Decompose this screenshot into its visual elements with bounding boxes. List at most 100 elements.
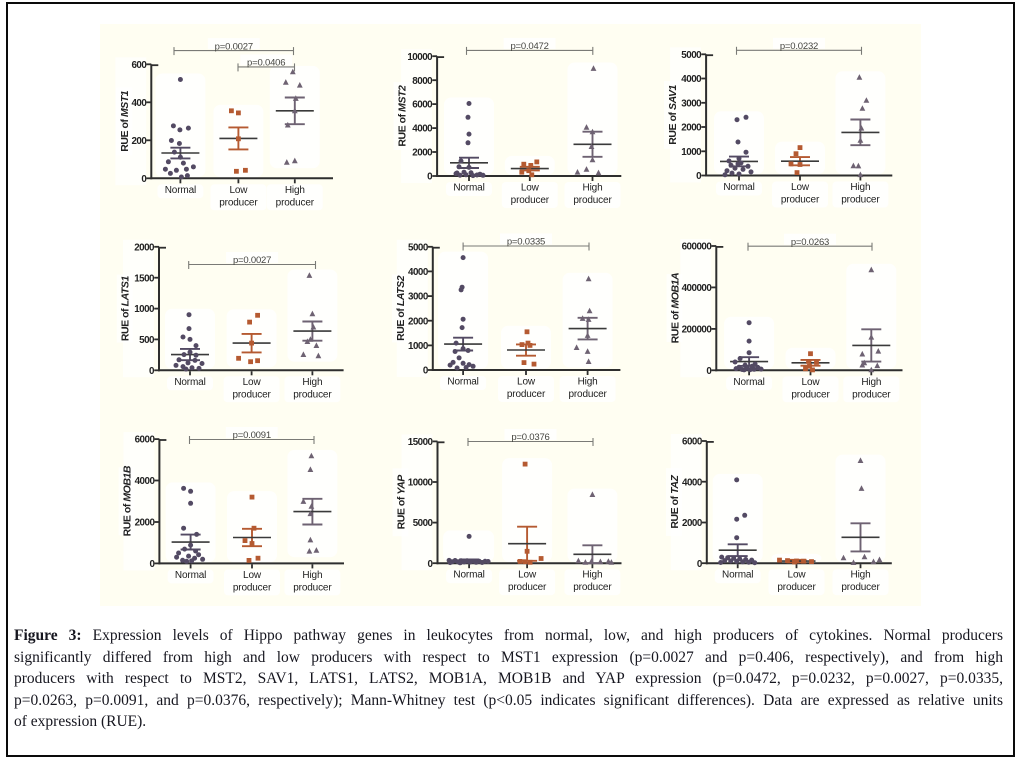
svg-text:Low: Low (802, 377, 821, 388)
svg-text:Low: Low (243, 377, 262, 388)
svg-text:p=0.0406: p=0.0406 (247, 58, 285, 69)
svg-text:400000: 400000 (682, 283, 713, 294)
svg-text:producer: producer (573, 195, 612, 206)
svg-text:Low: Low (229, 185, 248, 196)
svg-text:producer: producer (841, 195, 880, 206)
svg-text:0: 0 (428, 559, 434, 570)
svg-text:High: High (578, 377, 598, 388)
svg-text:Normal: Normal (722, 570, 753, 581)
svg-text:Normal: Normal (165, 185, 196, 196)
svg-text:Low: Low (518, 570, 537, 581)
svg-text:producer: producer (293, 582, 332, 593)
svg-text:1000: 1000 (134, 304, 155, 315)
svg-text:producer: producer (568, 389, 607, 400)
svg-text:Normal: Normal (453, 570, 484, 581)
svg-text:3000: 3000 (681, 98, 702, 109)
svg-text:10000: 10000 (408, 478, 434, 489)
svg-text:0: 0 (706, 366, 712, 377)
svg-text:3000: 3000 (408, 292, 429, 303)
svg-text:Low: Low (788, 570, 807, 581)
svg-text:1000: 1000 (408, 341, 429, 352)
svg-text:4000: 4000 (682, 477, 703, 488)
svg-text:6000: 6000 (412, 100, 433, 111)
svg-text:High: High (861, 377, 881, 388)
svg-text:producer: producer (293, 389, 332, 400)
svg-text:High: High (850, 182, 870, 193)
svg-text:5000: 5000 (408, 242, 429, 253)
svg-text:15000: 15000 (408, 437, 434, 448)
svg-text:400: 400 (131, 98, 147, 109)
svg-text:RUE of YAP: RUE of YAP (396, 474, 408, 530)
svg-text:RUE of MOB1A: RUE of MOB1A (670, 273, 682, 343)
svg-text:1500: 1500 (134, 273, 155, 284)
svg-text:High: High (302, 377, 322, 388)
svg-text:RUE of MOB1B: RUE of MOB1B (122, 465, 134, 536)
svg-text:p=0.0263: p=0.0263 (791, 237, 829, 248)
svg-text:producer: producer (276, 197, 315, 208)
svg-text:producer: producer (573, 582, 612, 593)
svg-text:p=0.0376: p=0.0376 (511, 432, 549, 443)
svg-text:High: High (285, 185, 305, 196)
svg-text:6000: 6000 (682, 437, 703, 448)
svg-text:5000: 5000 (413, 518, 434, 529)
svg-text:0: 0 (423, 366, 429, 377)
svg-text:8000: 8000 (412, 76, 433, 87)
svg-text:600000: 600000 (682, 242, 713, 253)
svg-text:Normal: Normal (447, 377, 478, 388)
svg-text:High: High (582, 570, 602, 581)
svg-text:producer: producer (232, 389, 271, 400)
svg-text:Normal: Normal (723, 182, 754, 193)
svg-text:0: 0 (141, 174, 147, 185)
svg-text:2000: 2000 (408, 316, 429, 327)
svg-text:RUE of LATS2: RUE of LATS2 (395, 275, 407, 341)
svg-text:4000: 4000 (681, 74, 702, 85)
svg-text:1000: 1000 (681, 147, 702, 158)
svg-text:Normal: Normal (453, 183, 484, 194)
svg-text:5000: 5000 (681, 50, 702, 61)
svg-text:p=0.0091: p=0.0091 (233, 430, 271, 441)
svg-text:p=0.0232: p=0.0232 (780, 41, 818, 52)
svg-text:p=0.0472: p=0.0472 (510, 41, 548, 52)
svg-text:Low: Low (517, 377, 536, 388)
svg-text:2000: 2000 (682, 518, 703, 529)
svg-text:Low: Low (243, 570, 262, 581)
svg-text:Normal: Normal (175, 570, 206, 581)
svg-text:2000: 2000 (135, 518, 156, 529)
svg-text:2000: 2000 (134, 242, 155, 253)
svg-text:RUE of MST2: RUE of MST2 (397, 85, 409, 147)
svg-text:600: 600 (131, 60, 147, 71)
svg-text:2000: 2000 (412, 148, 433, 159)
svg-text:producer: producer (511, 195, 550, 206)
svg-text:p=0.0027: p=0.0027 (233, 255, 271, 266)
svg-text:500: 500 (139, 335, 155, 346)
svg-text:Low: Low (521, 183, 540, 194)
svg-text:producer: producer (508, 582, 547, 593)
svg-text:p=0.0027: p=0.0027 (215, 41, 253, 52)
svg-text:producer: producer (852, 389, 891, 400)
svg-text:p=0.0335: p=0.0335 (507, 237, 545, 248)
svg-text:High: High (302, 570, 322, 581)
svg-text:producer: producer (777, 582, 816, 593)
svg-text:Normal: Normal (733, 377, 764, 388)
svg-text:producer: producer (219, 197, 258, 208)
svg-text:RUE of LATS1: RUE of LATS1 (120, 275, 132, 341)
svg-text:Normal: Normal (174, 377, 205, 388)
svg-text:4000: 4000 (408, 267, 429, 278)
svg-text:RUE of MST1: RUE of MST1 (119, 90, 131, 152)
svg-text:0: 0 (696, 171, 702, 182)
svg-text:producer: producer (791, 389, 830, 400)
svg-text:producer: producer (233, 582, 272, 593)
svg-text:4000: 4000 (412, 124, 433, 135)
svg-text:Low: Low (791, 182, 810, 193)
svg-text:producer: producer (781, 195, 820, 206)
svg-text:10000: 10000 (407, 52, 433, 63)
svg-text:4000: 4000 (135, 476, 156, 487)
svg-text:0: 0 (697, 559, 703, 570)
svg-text:0: 0 (427, 172, 433, 183)
svg-text:6000: 6000 (135, 435, 156, 446)
svg-text:RUE of SAV1: RUE of SAV1 (667, 84, 679, 144)
svg-text:0: 0 (149, 559, 155, 570)
svg-text:High: High (851, 570, 871, 581)
svg-text:producer: producer (507, 389, 546, 400)
svg-text:200: 200 (131, 136, 147, 147)
